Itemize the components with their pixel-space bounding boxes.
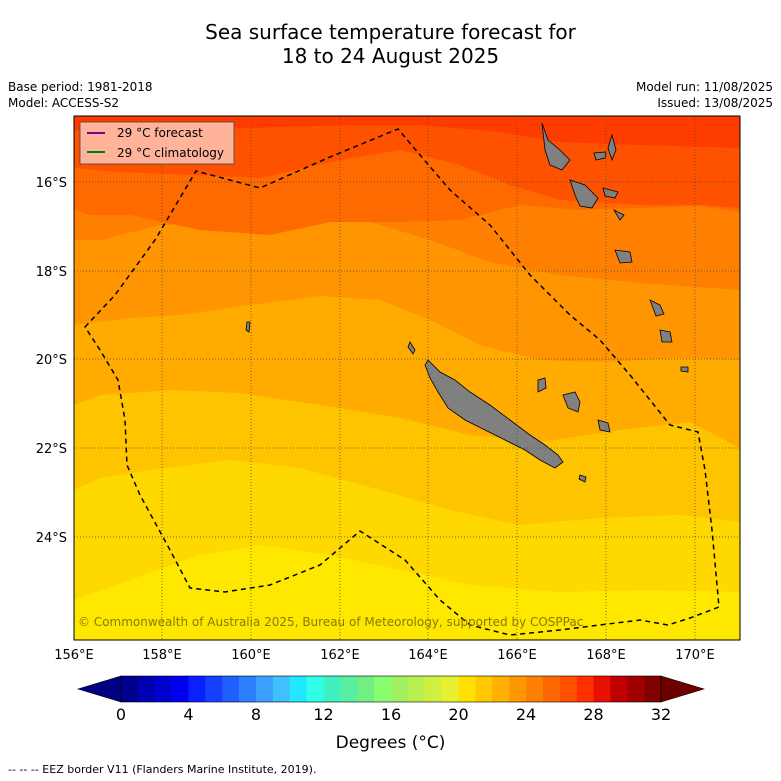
colorbar-segment: [559, 676, 577, 702]
islet: [407, 341, 416, 355]
graticule: [74, 116, 740, 640]
colorbar-segment: [222, 676, 240, 702]
issued-date: Issued: 13/08/2025: [657, 96, 773, 110]
new-caledonia: [424, 359, 564, 469]
vanuatu-espiritu-santo: [541, 122, 571, 171]
colorbar-segment: [121, 676, 139, 702]
loyalty-island-3: [597, 419, 611, 433]
colorbar-segment: [644, 676, 662, 702]
footer-note: -- -- -- EEZ border V11 (Flanders Marine…: [8, 763, 317, 776]
lon-label-164: 164°E: [408, 648, 448, 663]
lon-label-158: 158°E: [142, 648, 182, 663]
colorbar-segment: [306, 676, 324, 702]
colorbar-tick-label: 8: [251, 705, 261, 724]
sst-contour-bands: [74, 116, 740, 640]
colorbar-tick-label: 28: [583, 705, 603, 724]
colorbar-segment: [239, 676, 257, 702]
colorbar-segment: [627, 676, 645, 702]
colorbar-segment: [357, 676, 375, 702]
copyright-text: © Commonwealth of Australia 2025, Bureau…: [78, 615, 583, 629]
colorbar-segment: [441, 676, 459, 702]
colorbar-segment: [154, 676, 172, 702]
colorbar-segment: [509, 676, 527, 702]
legend-forecast-label: 29 °C forecast: [117, 126, 203, 140]
colorbar-min-extension: [76, 675, 122, 703]
vanuatu-pentecost: [607, 133, 617, 162]
base-period: Base period: 1981-2018: [8, 80, 153, 94]
colorbar-segment: [340, 676, 358, 702]
lon-label-170: 170°E: [675, 648, 715, 663]
lat-label-16: 16°S: [36, 176, 67, 191]
colorbar: 0 4 8 12 16 20 24 28 32: [76, 675, 706, 724]
lon-label-168: 168°E: [586, 648, 626, 663]
title-line2: 18 to 24 August 2025: [281, 44, 500, 68]
loyalty-island-1: [537, 377, 547, 393]
colorbar-frame: [120, 675, 662, 703]
lat-label-24: 24°S: [36, 531, 67, 546]
eez-border: [84, 128, 720, 636]
colorbar-segment: [458, 676, 476, 702]
colorbar-segment: [593, 676, 611, 702]
colorbar-segment: [137, 676, 156, 702]
land-masses: [245, 122, 689, 483]
colorbar-segment: [256, 676, 274, 702]
colorbar-segment: [171, 676, 189, 702]
colorbar-tick-label: 4: [183, 705, 193, 724]
colorbar-segment: [475, 676, 493, 702]
vanuatu-malakula: [569, 179, 599, 209]
vanuatu-erromango: [649, 299, 665, 317]
colorbar-segment: [542, 676, 561, 702]
vanuatu-aneityum: [680, 366, 689, 373]
lat-label-20: 20°S: [36, 353, 67, 368]
lat-label-18: 18°S: [36, 265, 67, 280]
lon-label-162: 162°E: [320, 648, 360, 663]
chesterfield-islet: [245, 321, 251, 333]
colorbar-segment: [374, 676, 392, 702]
colorbar-segment: [424, 676, 442, 702]
colorbar-segment: [323, 676, 341, 702]
model-run: Model run: 11/08/2025: [635, 80, 773, 94]
colorbar-segment: [272, 676, 291, 702]
legend-box: [79, 121, 235, 165]
colorbar-segment: [391, 676, 409, 702]
title-line1: Sea surface temperature forecast for: [205, 20, 576, 44]
isle-of-pines: [578, 474, 587, 483]
vanuatu-tanna: [659, 329, 673, 343]
colorbar-tick-label: 24: [516, 705, 536, 724]
lon-label-160: 160°E: [231, 648, 271, 663]
colorbar-tick-label: 0: [116, 705, 126, 724]
colorbar-tick-label: 12: [313, 705, 333, 724]
colorbar-tick-label: 20: [448, 705, 468, 724]
lon-label-156: 156°E: [54, 648, 94, 663]
lon-label-166: 166°E: [497, 648, 537, 663]
map-legend: 29 °C forecast 29 °C climatology: [79, 121, 235, 165]
colorbar-segment: [407, 676, 426, 702]
lat-axis-labels: 16°S 18°S 20°S 22°S 24°S: [36, 176, 67, 546]
lat-label-22: 22°S: [36, 442, 67, 457]
colorbar-segment: [289, 676, 307, 702]
lon-axis-labels: 156°E 158°E 160°E 162°E 164°E 166°E 168°…: [54, 648, 715, 663]
vanuatu-epi: [612, 209, 625, 221]
loyalty-island-2: [562, 391, 581, 413]
legend-climatology-label: 29 °C climatology: [117, 146, 224, 160]
colorbar-tick-label: 32: [651, 705, 671, 724]
vanuatu-efate: [614, 249, 633, 264]
colorbar-segment: [526, 676, 544, 702]
colorbar-max-extension: [660, 675, 706, 703]
map-frame: [73, 115, 741, 641]
colorbar-tick-label: 16: [381, 705, 401, 724]
vanuatu-ambrym: [602, 187, 619, 199]
vanuatu-maewo: [593, 151, 607, 161]
colorbar-segment: [205, 676, 223, 702]
band-30-31: [74, 116, 740, 148]
colorbar-segment: [188, 676, 206, 702]
colorbar-segment: [576, 676, 594, 702]
colorbar-title: Degrees (°C): [335, 733, 446, 753]
model-name: Model: ACCESS-S2: [8, 96, 120, 110]
colorbar-segment: [610, 676, 628, 702]
colorbar-segment: [492, 676, 510, 702]
